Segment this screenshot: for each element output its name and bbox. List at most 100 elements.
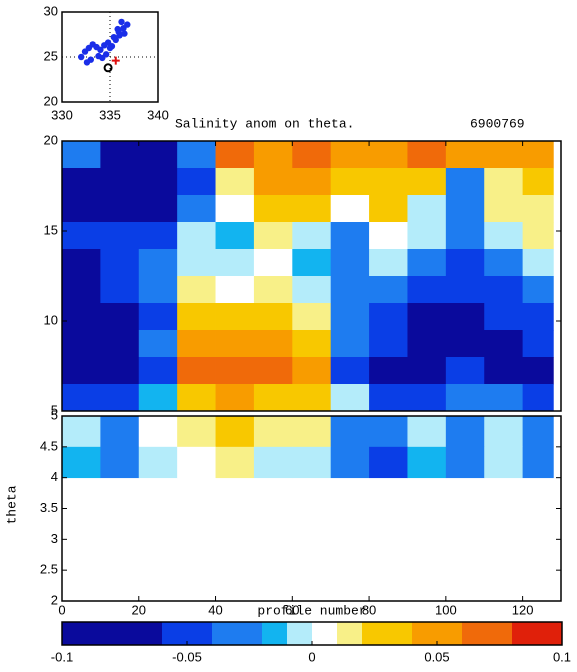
- colorbar-swatch: [287, 622, 312, 645]
- x-tick-label: 335: [99, 107, 121, 122]
- heat-cell: [369, 249, 408, 277]
- y-tick-label: 4.5: [40, 438, 58, 453]
- heat-cell: [100, 249, 140, 277]
- heat-cell: [369, 303, 408, 331]
- heat-cell: [138, 141, 178, 169]
- heat-cell: [62, 330, 101, 358]
- heat-cell: [215, 195, 255, 223]
- heat-cell: [445, 222, 485, 250]
- heat-cell: [407, 222, 447, 250]
- colorbar-swatch: [212, 622, 262, 645]
- heat-cell: [407, 384, 447, 412]
- heat-cell: [484, 276, 524, 304]
- heat-cell: [292, 141, 332, 169]
- heat-cell: [215, 416, 255, 448]
- y-tick-label: 2: [51, 592, 58, 607]
- heat-cell: [407, 446, 447, 479]
- heat-cell: [445, 168, 485, 196]
- heat-cell: [177, 446, 216, 479]
- heat-cell: [62, 168, 101, 196]
- heat-cell: [100, 446, 140, 479]
- heat-cell: [177, 168, 216, 196]
- heat-cell: [407, 249, 447, 277]
- heat-cell: [369, 195, 408, 223]
- heat-cell: [138, 357, 178, 385]
- heat-cell: [369, 168, 408, 196]
- heat-cell: [177, 141, 216, 169]
- heat-cell: [369, 357, 408, 385]
- heat-cell: [484, 249, 524, 277]
- heat-cell: [484, 446, 524, 479]
- heat-cell: [138, 446, 178, 479]
- heat-cell: [215, 222, 255, 250]
- heat-cell: [445, 446, 485, 479]
- plot-frame: [61, 140, 562, 412]
- heat-cell: [138, 168, 178, 196]
- heat-cell: [62, 357, 101, 385]
- heat-cell: [177, 303, 216, 331]
- colorbar-swatch: [412, 622, 462, 645]
- y-tick-label: 5: [51, 402, 58, 417]
- heat-cell: [369, 330, 408, 358]
- colorbar-swatch: [162, 622, 212, 645]
- heat-cell: [330, 249, 370, 277]
- x-axis-label: profile number: [257, 603, 366, 618]
- heat-cell: [330, 416, 370, 448]
- heat-cell: [62, 416, 101, 448]
- heat-cell: [369, 276, 408, 304]
- heat-cell: [330, 384, 370, 412]
- y-tick-label: 5: [51, 407, 58, 422]
- chart-subtitle: 6900769: [470, 116, 525, 131]
- heat-cell: [215, 141, 255, 169]
- heat-cell: [215, 384, 255, 412]
- heat-cell: [522, 168, 554, 196]
- heat-cell: [522, 276, 554, 304]
- heat-cell: [100, 222, 140, 250]
- heat-cell: [215, 168, 255, 196]
- heat-cell: [292, 168, 332, 196]
- heat-cell: [522, 446, 554, 479]
- heat-cell: [138, 416, 178, 448]
- heat-cell: [253, 249, 293, 277]
- heat-cell: [445, 330, 485, 358]
- heat-cell: [484, 195, 524, 223]
- heat-cell: [330, 357, 370, 385]
- heat-cell: [177, 384, 216, 412]
- heat-cell: [484, 384, 524, 412]
- heat-cell: [253, 357, 293, 385]
- heat-cell: [177, 276, 216, 304]
- y-tick-label: 15: [44, 222, 58, 237]
- heat-cell: [215, 249, 255, 277]
- heat-cell: [215, 276, 255, 304]
- heat-cell: [253, 384, 293, 412]
- heat-cell: [100, 168, 140, 196]
- heat-cell: [330, 276, 370, 304]
- heat-cell: [522, 141, 554, 169]
- heat-cell: [522, 384, 554, 412]
- y-tick-label: 3: [51, 531, 58, 546]
- heat-cell: [62, 249, 101, 277]
- heat-cell: [292, 416, 332, 448]
- heat-cell: [100, 357, 140, 385]
- heat-cell: [253, 168, 293, 196]
- colorbar-tick-label: 0: [308, 649, 315, 664]
- y-tick-label: 4: [51, 469, 58, 484]
- heat-cell: [407, 303, 447, 331]
- heat-cell: [330, 141, 370, 169]
- marker: [83, 59, 91, 66]
- heat-cell: [522, 416, 554, 448]
- y-tick-label: 30: [44, 3, 58, 18]
- marker: [97, 46, 104, 53]
- heat-cell: [407, 141, 447, 169]
- heat-cell: [215, 357, 255, 385]
- heat-cell: [177, 416, 216, 448]
- heat-cell: [253, 195, 293, 223]
- heat-cell: [522, 357, 554, 385]
- heat-cell: [253, 276, 293, 304]
- heat-cell: [369, 384, 408, 412]
- marker: [124, 21, 131, 28]
- marker: [118, 18, 125, 26]
- heat-cell: [100, 141, 140, 169]
- heat-cell: [445, 195, 485, 223]
